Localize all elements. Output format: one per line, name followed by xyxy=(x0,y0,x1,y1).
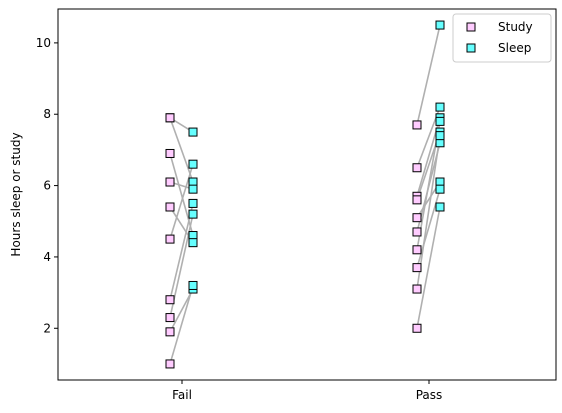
study-marker xyxy=(165,234,175,244)
study-marker xyxy=(165,295,175,305)
sleep-marker xyxy=(188,238,198,248)
plot-frame xyxy=(57,8,557,381)
sleep-marker xyxy=(188,159,198,169)
study-marker xyxy=(165,313,175,323)
sleep-marker xyxy=(188,184,198,194)
study-marker xyxy=(165,113,175,123)
sleep-marker xyxy=(435,116,445,126)
pair-line xyxy=(169,117,194,183)
y-tick-label: 8 xyxy=(43,107,51,121)
sleep-marker xyxy=(188,280,198,290)
study-marker xyxy=(412,227,422,237)
sleep-marker xyxy=(435,202,445,212)
study-marker xyxy=(412,195,422,205)
study-marker xyxy=(165,359,175,369)
y-axis-label: Hours sleep or study xyxy=(9,132,23,256)
study-marker xyxy=(165,148,175,158)
study-marker xyxy=(412,263,422,273)
sleep-marker xyxy=(435,131,445,141)
y-tick-label: 4 xyxy=(43,250,51,264)
y-tick-label: 2 xyxy=(43,321,51,335)
pair-line xyxy=(169,285,194,365)
pair-line xyxy=(416,188,441,268)
study-marker xyxy=(412,284,422,294)
study-marker xyxy=(412,245,422,255)
pair-lines xyxy=(169,24,441,365)
y-tick-label: 10 xyxy=(36,36,51,50)
sleep-marker xyxy=(435,102,445,112)
legend-box xyxy=(452,13,552,63)
markers xyxy=(165,20,445,369)
legend-label: Study xyxy=(498,20,533,34)
study-marker xyxy=(412,213,422,223)
y-axis: 2 4 6 8 10 xyxy=(36,36,58,335)
sleep-marker xyxy=(188,209,198,219)
legend-marker xyxy=(466,22,476,32)
x-axis: Fail Pass xyxy=(172,380,442,402)
x-tick-label: Fail xyxy=(172,388,192,402)
legend: Study Sleep xyxy=(452,13,552,63)
x-tick-label: Pass xyxy=(416,388,443,402)
legend-marker xyxy=(466,43,476,53)
study-marker xyxy=(412,120,422,130)
pair-line xyxy=(169,163,194,240)
pair-line xyxy=(416,24,441,126)
pair-line xyxy=(416,206,441,329)
sleep-marker xyxy=(188,198,198,208)
study-marker xyxy=(165,327,175,337)
sleep-marker xyxy=(188,127,198,137)
study-marker xyxy=(412,323,422,333)
legend-label: Sleep xyxy=(498,41,531,55)
sleep-marker xyxy=(435,20,445,30)
study-marker xyxy=(165,202,175,212)
sleep-marker xyxy=(435,184,445,194)
y-tick-label: 6 xyxy=(43,179,51,193)
pair-line xyxy=(169,203,194,300)
study-marker xyxy=(165,177,175,187)
study-marker xyxy=(412,163,422,173)
